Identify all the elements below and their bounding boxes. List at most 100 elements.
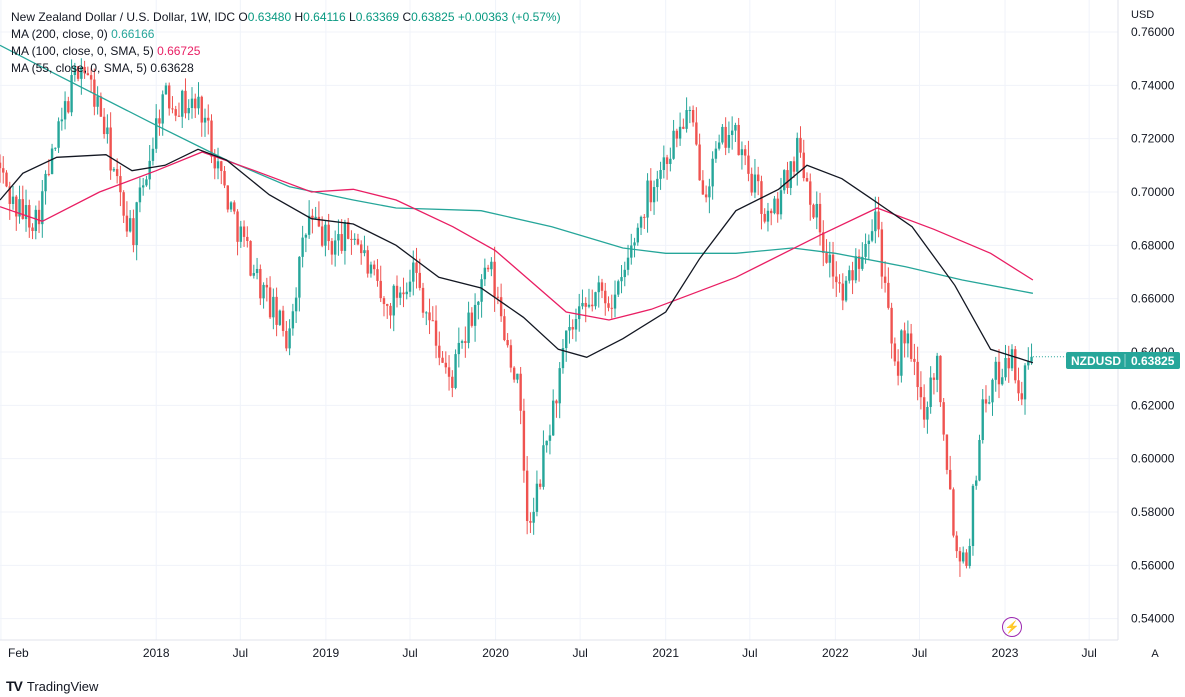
candle-body: [880, 229, 884, 277]
candle: [532, 497, 535, 535]
candle: [18, 185, 21, 224]
candle-body: [73, 66, 77, 76]
candle: [96, 86, 99, 115]
candle: [565, 330, 568, 362]
candle: [395, 275, 399, 308]
candle-body: [773, 198, 776, 214]
legend-ma200[interactable]: MA (200, close, 0) 0.66166: [11, 27, 155, 41]
candle-body: [926, 406, 929, 420]
candle: [861, 242, 864, 271]
candle-body: [1007, 358, 1010, 369]
candle: [890, 302, 893, 359]
candle: [106, 114, 109, 144]
time-tick-label: 2018: [143, 646, 170, 660]
candle-body: [685, 110, 688, 129]
candle: [467, 301, 470, 349]
candle: [168, 82, 171, 116]
flash-icon[interactable]: ⚡: [1002, 617, 1022, 637]
candle-body: [841, 283, 844, 301]
candle-body: [151, 148, 155, 161]
candle: [958, 547, 962, 577]
candle: [317, 201, 321, 228]
candle-body: [1030, 356, 1033, 362]
candle-body: [597, 282, 600, 293]
candle-body: [538, 483, 542, 487]
candle-body: [44, 173, 47, 192]
candle-body: [607, 303, 610, 308]
symbol-title[interactable]: New Zealand Dollar / U.S. Dollar, 1W, ID…: [11, 10, 236, 24]
candle-body: [382, 298, 386, 305]
candle-body: [568, 327, 571, 331]
candle: [978, 434, 981, 482]
candle: [948, 455, 952, 490]
candle-body: [148, 160, 151, 180]
candle-body: [395, 285, 399, 298]
candle: [747, 140, 750, 182]
candle-body: [337, 234, 340, 241]
candle: [415, 247, 418, 289]
candle: [730, 116, 734, 150]
candle-body: [857, 256, 861, 269]
candle-body: [425, 312, 428, 314]
candle-body: [330, 241, 334, 255]
candle-body: [363, 250, 366, 254]
open-value: 0.63480: [247, 10, 292, 24]
candle: [988, 395, 991, 405]
legend-ma55[interactable]: MA (55, close, 0, SMA, 5) 0.63628: [11, 61, 194, 75]
moving-averages: [0, 44, 1034, 364]
auto-scale-button[interactable]: A: [1151, 648, 1159, 660]
candle: [799, 126, 802, 158]
candle-body: [906, 333, 910, 344]
candle-body: [47, 173, 51, 175]
candle-body: [447, 367, 451, 377]
candle: [597, 275, 600, 308]
candle: [187, 99, 190, 121]
candle-body: [945, 434, 949, 470]
candle-body: [1001, 377, 1004, 385]
candle-body: [893, 343, 897, 362]
candle: [386, 303, 389, 319]
candle: [604, 282, 607, 316]
candle: [711, 151, 714, 200]
candle: [249, 240, 252, 277]
candle-body: [438, 345, 441, 358]
candle-body: [948, 469, 952, 490]
candle: [294, 287, 298, 323]
candle: [200, 95, 203, 137]
candle-body: [935, 355, 939, 380]
candle: [750, 167, 753, 196]
candle-body: [691, 110, 695, 123]
candle: [991, 378, 994, 416]
candle-body: [1010, 349, 1014, 369]
candle-body: [896, 361, 900, 376]
candle: [1023, 363, 1027, 415]
candle: [298, 256, 301, 312]
tradingview-footer[interactable]: TV TradingView: [6, 678, 98, 694]
candle: [460, 339, 464, 349]
candle-body: [109, 127, 112, 171]
candle: [102, 108, 106, 139]
candle: [535, 470, 539, 517]
candle-body: [883, 276, 887, 283]
price-tick-label: 0.62000: [1131, 398, 1175, 412]
candle: [86, 66, 90, 76]
candle-body: [714, 148, 718, 159]
candle-body: [197, 96, 200, 109]
candle: [216, 147, 220, 180]
candle-body: [37, 209, 41, 225]
candle-body: [620, 277, 623, 282]
candle-body: [483, 267, 487, 280]
candle-body: [454, 354, 457, 388]
candle: [831, 241, 835, 289]
candle-body: [434, 320, 438, 346]
candle: [421, 282, 425, 318]
candle-body: [903, 330, 906, 344]
candle: [490, 257, 493, 277]
legend-ma100[interactable]: MA (100, close, 0, SMA, 5) 0.66725: [11, 44, 201, 58]
candle-body: [988, 402, 991, 404]
candle-body: [389, 305, 392, 316]
candle-body: [854, 256, 858, 281]
candle: [717, 134, 721, 151]
candle: [480, 274, 483, 318]
